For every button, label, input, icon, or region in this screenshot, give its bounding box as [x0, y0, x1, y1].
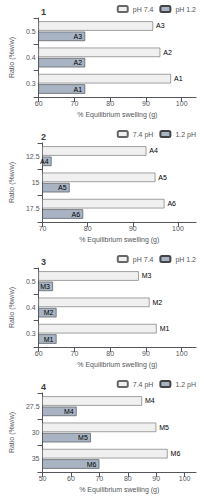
svg-text:15: 15 — [32, 179, 40, 186]
svg-text:80: 80 — [106, 100, 114, 107]
svg-text:% Equilibrium swelling (g): % Equilibrium swelling (g) — [77, 111, 157, 119]
svg-text:Ratio (%w/w): Ratio (%w/w) — [8, 287, 16, 328]
svg-text:80: 80 — [106, 350, 114, 357]
svg-text:A4: A4 — [149, 147, 158, 154]
svg-text:M2: M2 — [153, 299, 163, 306]
svg-text:70: 70 — [95, 475, 103, 482]
svg-text:80: 80 — [124, 475, 132, 482]
svg-text:A5: A5 — [58, 184, 67, 191]
svg-text:M3: M3 — [40, 283, 50, 290]
svg-text:A1: A1 — [74, 86, 83, 93]
svg-text:90: 90 — [152, 475, 160, 482]
svg-text:M4: M4 — [64, 408, 74, 415]
svg-text:Ratio (%w/w): Ratio (%w/w) — [8, 37, 16, 78]
svg-text:M3: M3 — [142, 272, 152, 279]
svg-text:70: 70 — [70, 100, 78, 107]
svg-text:90: 90 — [142, 350, 150, 357]
svg-text:Ratio (%w/w): Ratio (%w/w) — [8, 162, 16, 203]
svg-text:M6: M6 — [171, 450, 181, 457]
svg-text:90: 90 — [142, 100, 150, 107]
svg-text:A2: A2 — [163, 49, 172, 56]
svg-text:80: 80 — [84, 225, 92, 232]
svg-text:M2: M2 — [44, 309, 54, 316]
svg-text:A1: A1 — [174, 75, 183, 82]
svg-text:A3: A3 — [74, 33, 83, 40]
svg-text:0.3: 0.3 — [26, 330, 36, 337]
svg-text:100: 100 — [176, 100, 188, 107]
svg-text:1: 1 — [41, 7, 46, 17]
svg-text:90: 90 — [129, 225, 137, 232]
svg-text:M6: M6 — [87, 461, 97, 468]
svg-text:35: 35 — [32, 455, 40, 462]
svg-text:pH 1.2: pH 1.2 — [175, 6, 196, 14]
svg-text:4: 4 — [41, 382, 46, 392]
svg-text:A6: A6 — [72, 211, 81, 218]
svg-text:60: 60 — [35, 350, 43, 357]
svg-text:100: 100 — [179, 475, 191, 482]
svg-text:30: 30 — [32, 429, 40, 436]
svg-text:% Equilibrium swelling (g): % Equilibrium swelling (g) — [79, 486, 159, 494]
svg-text:M5: M5 — [159, 424, 169, 431]
svg-text:17.5: 17.5 — [26, 205, 40, 212]
svg-text:pH 7.4: pH 7.4 — [133, 6, 154, 14]
svg-text:1.2 pH: 1.2 pH — [175, 381, 196, 389]
svg-text:7.4 pH: 7.4 pH — [133, 381, 154, 389]
svg-text:% Equilibrium swelling (g): % Equilibrium swelling (g) — [79, 236, 159, 244]
svg-text:60: 60 — [67, 475, 75, 482]
svg-text:M5: M5 — [78, 434, 88, 441]
svg-text:50: 50 — [39, 475, 47, 482]
svg-text:12.5: 12.5 — [26, 153, 40, 160]
svg-text:70: 70 — [39, 225, 47, 232]
svg-text:0.5: 0.5 — [26, 28, 36, 35]
svg-text:27.5: 27.5 — [26, 403, 40, 410]
svg-text:2: 2 — [41, 132, 46, 142]
svg-text:A6: A6 — [167, 200, 176, 207]
svg-text:Ratio (%w/w): Ratio (%w/w) — [8, 412, 16, 453]
svg-text:pH 7.4: pH 7.4 — [133, 256, 154, 264]
svg-text:M4: M4 — [145, 397, 155, 404]
svg-text:7.4 pH: 7.4 pH — [133, 131, 154, 139]
svg-text:1.2 pH: 1.2 pH — [175, 131, 196, 139]
svg-text:A5: A5 — [158, 174, 167, 181]
svg-text:0.3: 0.3 — [26, 80, 36, 87]
svg-text:A4: A4 — [40, 158, 49, 165]
svg-text:M1: M1 — [160, 325, 170, 332]
svg-text:60: 60 — [35, 100, 43, 107]
svg-text:0.4: 0.4 — [26, 54, 36, 61]
svg-text:A3: A3 — [156, 22, 165, 29]
svg-text:% Equilibrium swelling (g): % Equilibrium swelling (g) — [77, 361, 157, 369]
svg-text:0.5: 0.5 — [26, 278, 36, 285]
svg-text:pH 1.2: pH 1.2 — [175, 256, 196, 264]
svg-text:A2: A2 — [74, 59, 83, 66]
svg-text:0.4: 0.4 — [26, 304, 36, 311]
svg-text:3: 3 — [41, 257, 46, 267]
svg-text:100: 100 — [176, 350, 188, 357]
svg-text:70: 70 — [70, 350, 78, 357]
svg-text:M1: M1 — [44, 336, 54, 343]
svg-text:100: 100 — [172, 225, 184, 232]
